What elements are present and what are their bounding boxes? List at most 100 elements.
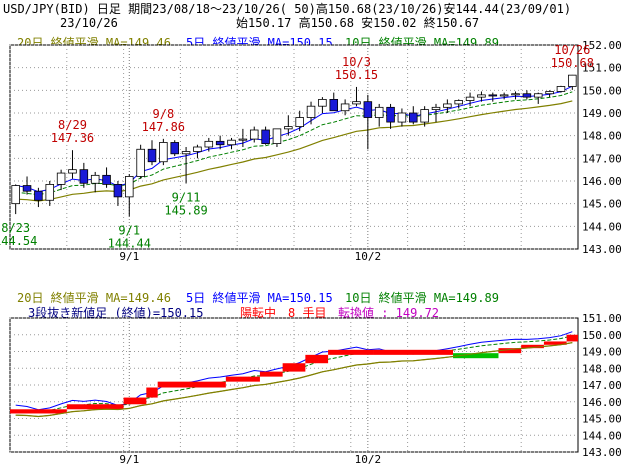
y-tick-label: 151.00 (582, 312, 622, 325)
annotation-date: 10/26 (554, 43, 590, 57)
candle-body (409, 112, 418, 123)
candle-body (125, 176, 134, 198)
candle-body (45, 183, 55, 201)
x-tick-label: 10/2 (355, 453, 382, 466)
annotation-value: 147.86 (142, 120, 185, 134)
y-tick-label: 149.00 (582, 107, 622, 120)
candle-body (215, 140, 225, 146)
annotation-date: 9/8 (153, 107, 175, 121)
y-tick-label: 144.00 (582, 220, 622, 233)
candle-body (79, 169, 89, 184)
candle-body (34, 190, 43, 201)
annotation-value: 150.15 (335, 68, 378, 82)
annotation-date: 9/11 (172, 190, 201, 204)
info-text: 陽転中 (240, 305, 276, 320)
y-tick-label: 150.00 (582, 84, 622, 97)
candle-body (68, 169, 77, 174)
y-tick-label: 147.00 (582, 152, 622, 165)
y-tick-label: 145.00 (582, 198, 622, 211)
header-date: 23/10/26 (60, 16, 118, 30)
break-block (10, 409, 67, 414)
candle-body (306, 105, 316, 118)
y-tick-label: 146.00 (582, 175, 622, 188)
candle-body (522, 93, 532, 98)
candle-body (159, 142, 168, 163)
break-block (328, 349, 374, 355)
candle-body (193, 146, 202, 152)
info-text: 8 手目 (288, 306, 326, 320)
x-tick-label: 9/1 (119, 250, 139, 263)
break-block (543, 341, 567, 345)
annotation-value: 150.68 (551, 56, 594, 70)
y-tick-label: 148.00 (582, 362, 622, 375)
y-tick-label: 148.00 (582, 130, 622, 143)
candle-body (352, 101, 361, 105)
annotation-date: 9/1 (118, 223, 140, 237)
candle-body (181, 151, 191, 155)
plot-area (9, 44, 579, 250)
candle-body (511, 93, 520, 96)
y-tick-label: 152.00 (582, 39, 622, 52)
candle-body (329, 99, 339, 112)
annotation-value: 144.54 (0, 234, 37, 248)
legend: 20日 終値平滑 MA=149.46 5日 終値平滑 MA=150.15 10日 終… (17, 290, 499, 320)
candle-body (545, 91, 554, 95)
candle-body (227, 139, 236, 146)
y-tick-label: 143.00 (582, 446, 622, 459)
candle-body (499, 94, 509, 97)
candle-body (102, 174, 111, 185)
break-block (225, 376, 260, 382)
y-tick-label: 149.00 (582, 346, 622, 359)
y-tick-label: 150.00 (582, 329, 622, 342)
annotation-date: 8/23 (1, 221, 30, 235)
candle-body (397, 112, 407, 123)
candle-body (295, 117, 304, 127)
candle-body (420, 109, 429, 123)
y-tick-label: 146.00 (582, 396, 622, 409)
ma20-line (15, 100, 573, 202)
candle-body (533, 93, 543, 98)
info-text: 転換値 : 149.72 (338, 305, 439, 320)
break-block (498, 348, 522, 354)
annotation-value: 147.36 (51, 131, 94, 145)
candle-body (568, 74, 577, 87)
break-block (66, 404, 124, 410)
candle-body (272, 128, 282, 145)
break-block (453, 353, 499, 359)
x-tick-label: 9/1 (119, 453, 139, 466)
break-block (566, 334, 578, 342)
candle-body (477, 94, 486, 98)
candle-body (386, 106, 395, 123)
candle-body (488, 94, 498, 97)
break-block (521, 344, 544, 349)
legend-entry: 5日 終値平滑 MA=150.15 (186, 290, 333, 305)
legend-entry: 20日 終値平滑 MA=149.46 (17, 290, 171, 305)
candle-body (204, 140, 214, 148)
header-title: USD/JPY(BID) 日足 期間23/08/18～23/10/26( 50)… (3, 1, 571, 16)
candle-body (454, 100, 463, 105)
candle-body (318, 99, 327, 107)
three-line-break-panel: 20日 終値平滑 MA=149.46 5日 終値平滑 MA=150.15 10日 終… (9, 290, 622, 466)
y-tick-label: 151.00 (582, 62, 622, 75)
candle-body (90, 174, 100, 184)
candle-body (431, 106, 441, 111)
break-block (373, 349, 454, 355)
main-price-panel: 20日 終値平滑 MA=149.46 5日 終値平滑 MA=150.15 10日 終… (0, 35, 622, 263)
candle-body (11, 185, 20, 205)
annotation-value: 144.44 (108, 236, 151, 250)
annotation-date: 10/3 (342, 55, 371, 69)
candle-body (22, 185, 32, 192)
ma20-line-overlay (15, 342, 573, 418)
break-block (146, 387, 158, 398)
candle-body (147, 148, 157, 163)
candle-body (249, 129, 259, 140)
candle-body (170, 142, 179, 155)
candle-body (556, 86, 566, 92)
candle-body (261, 129, 270, 144)
break-block (123, 397, 147, 405)
header-ohlc: 始150.17 高150.68 安150.02 終150.67 (236, 15, 479, 30)
x-tick-label: 10/2 (355, 250, 382, 263)
candle-body (443, 103, 452, 108)
annotation-date: 8/29 (58, 118, 87, 132)
candle-body (136, 148, 145, 177)
